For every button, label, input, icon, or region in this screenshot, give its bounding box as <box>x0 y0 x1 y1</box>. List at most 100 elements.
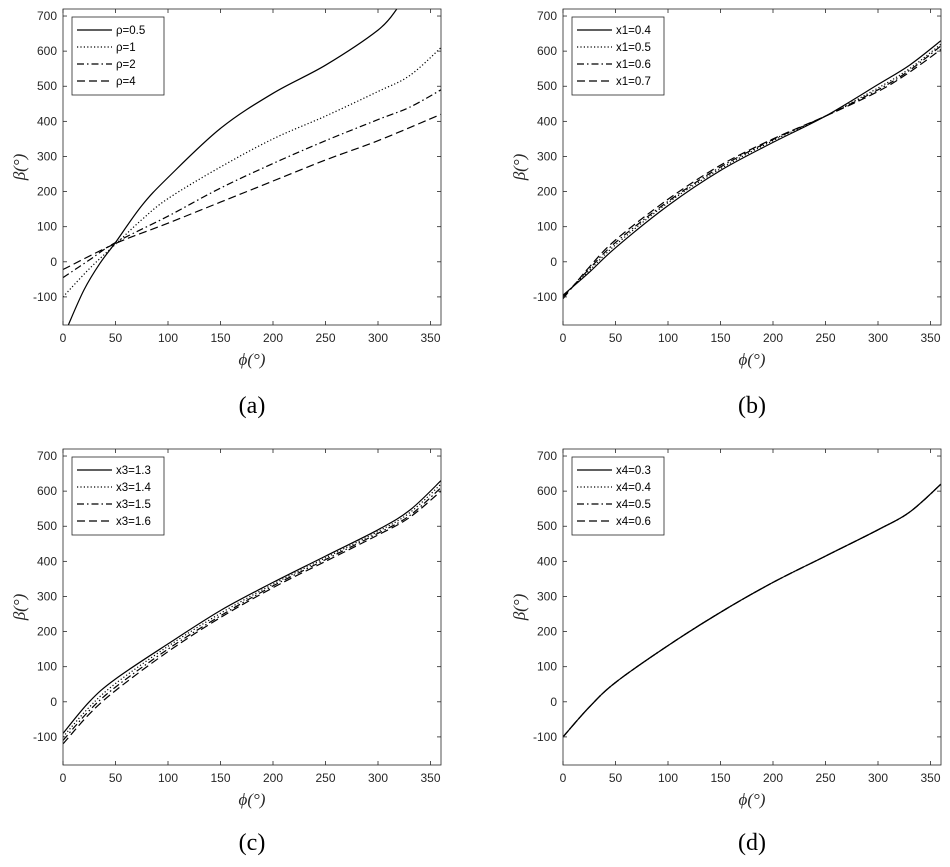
legend: x1=0.4 x1=0.5 x1=0.6 x1=0.7 <box>571 16 665 96</box>
y-axis-label: β(°) <box>10 153 29 181</box>
y-tick-label: 700 <box>537 9 557 23</box>
legend-entry: x1=0.7 <box>616 76 651 88</box>
x-tick-label: 300 <box>868 771 888 785</box>
series-line-2 <box>63 483 441 738</box>
y-tick-label: 600 <box>37 44 57 58</box>
y-tick-label: 600 <box>537 44 557 58</box>
y-axis-label: β(°) <box>510 593 529 621</box>
y-tick-label: 100 <box>537 220 557 234</box>
subplot-3: 0 50 100 150 200 250 300 350 -100 0 100 200 300 400 50… <box>10 448 442 856</box>
legend-entry: x3=1.4 <box>116 482 151 494</box>
y-tick-label: 0 <box>550 695 557 709</box>
series-line-4 <box>63 113 441 271</box>
legend-entry: x4=0.4 <box>616 482 651 494</box>
y-tick-label: 200 <box>537 185 557 199</box>
legend-entry: x3=1.6 <box>116 516 151 528</box>
series-line-3 <box>63 89 441 279</box>
series-line-1 <box>67 9 398 325</box>
x-tick-label: 300 <box>868 331 888 345</box>
subplot-caption: (b) <box>738 393 766 419</box>
x-axis-label: ϕ(°) <box>739 790 766 809</box>
subplot-2: 0 50 100 150 200 250 300 350 -100 0 100 200 300 400 50… <box>510 8 942 419</box>
y-tick-label: 500 <box>537 519 557 533</box>
y-tick-label: 200 <box>37 625 57 639</box>
subplot-caption: (c) <box>239 830 266 856</box>
axes-box <box>62 8 442 326</box>
x-tick-label: 150 <box>210 771 230 785</box>
y-tick-label: 0 <box>50 695 57 709</box>
series-line-1 <box>563 40 941 296</box>
x-tick-label: 200 <box>263 771 283 785</box>
series-group <box>63 480 441 745</box>
series-group <box>563 483 941 738</box>
series-line-4 <box>563 483 941 738</box>
x-tick-label: 150 <box>210 331 230 345</box>
legend-entry: ρ=2 <box>116 59 136 71</box>
series-line-4 <box>563 48 941 300</box>
x-tick-label: 100 <box>158 331 178 345</box>
y-tick-label: -100 <box>533 730 557 744</box>
legend-entry: ρ=4 <box>116 76 136 88</box>
x-tick-label: 50 <box>609 331 623 345</box>
series-group <box>63 9 441 325</box>
x-tick-label: 200 <box>263 331 283 345</box>
legend-entry: x1=0.5 <box>616 42 651 54</box>
legend-entry: x1=0.6 <box>616 59 651 71</box>
legend-entry: x4=0.5 <box>616 499 651 511</box>
y-tick-label: 700 <box>37 449 57 463</box>
y-tick-label: 400 <box>37 554 57 568</box>
y-tick-label: 100 <box>37 220 57 234</box>
legend-entry: x4=0.3 <box>616 465 651 477</box>
x-axis-label: ϕ(°) <box>239 350 266 369</box>
y-tick-label: 500 <box>537 79 557 93</box>
y-tick-label: 100 <box>537 660 557 674</box>
x-tick-label: 200 <box>763 771 783 785</box>
x-tick-label: 250 <box>315 771 335 785</box>
y-tick-label: 300 <box>37 149 57 163</box>
y-tick-label: 300 <box>37 589 57 603</box>
y-tick-label: 700 <box>537 449 557 463</box>
subplot-caption: (d) <box>738 830 766 856</box>
series-line-4 <box>63 490 441 745</box>
x-tick-label: 100 <box>658 331 678 345</box>
x-tick-label: 250 <box>815 771 835 785</box>
x-tick-label: 0 <box>60 771 67 785</box>
x-tick-label: 300 <box>368 771 388 785</box>
y-tick-label: -100 <box>533 290 557 304</box>
y-tick-label: 600 <box>37 484 57 498</box>
series-group <box>563 40 941 300</box>
legend-entry: ρ=0.5 <box>116 25 145 37</box>
x-axis-label: ϕ(°) <box>239 790 266 809</box>
x-tick-label: 50 <box>609 771 623 785</box>
legend: x3=1.3 x3=1.4 x3=1.5 x3=1.6 <box>71 456 165 536</box>
y-tick-label: 100 <box>37 660 57 674</box>
y-axis-label: β(°) <box>10 593 29 621</box>
axes-box <box>62 448 442 766</box>
subplot-4: 0 50 100 150 200 250 300 350 -100 0 100 200 300 400 50… <box>510 448 942 856</box>
legend: ρ=0.5 ρ=1 ρ=2 ρ=4 <box>71 16 165 96</box>
x-tick-label: 250 <box>315 331 335 345</box>
x-axis-label: ϕ(°) <box>739 350 766 369</box>
x-tick-label: 200 <box>763 331 783 345</box>
x-tick-label: 50 <box>109 331 123 345</box>
x-tick-label: 50 <box>109 771 123 785</box>
x-tick-label: 0 <box>60 331 67 345</box>
y-tick-label: 700 <box>37 9 57 23</box>
x-tick-label: 300 <box>368 331 388 345</box>
x-tick-label: 150 <box>710 771 730 785</box>
x-tick-label: 0 <box>560 771 567 785</box>
y-tick-label: 500 <box>37 79 57 93</box>
y-tick-label: 0 <box>550 255 557 269</box>
axes-box <box>562 8 942 326</box>
x-tick-label: 100 <box>658 771 678 785</box>
y-tick-label: 300 <box>537 589 557 603</box>
legend-entry: x3=1.5 <box>116 499 151 511</box>
series-line-2 <box>63 47 441 298</box>
y-tick-label: 600 <box>537 484 557 498</box>
subplot-caption: (a) <box>239 393 266 419</box>
y-tick-label: -100 <box>33 730 57 744</box>
x-tick-label: 0 <box>560 331 567 345</box>
axes-box <box>562 448 942 766</box>
